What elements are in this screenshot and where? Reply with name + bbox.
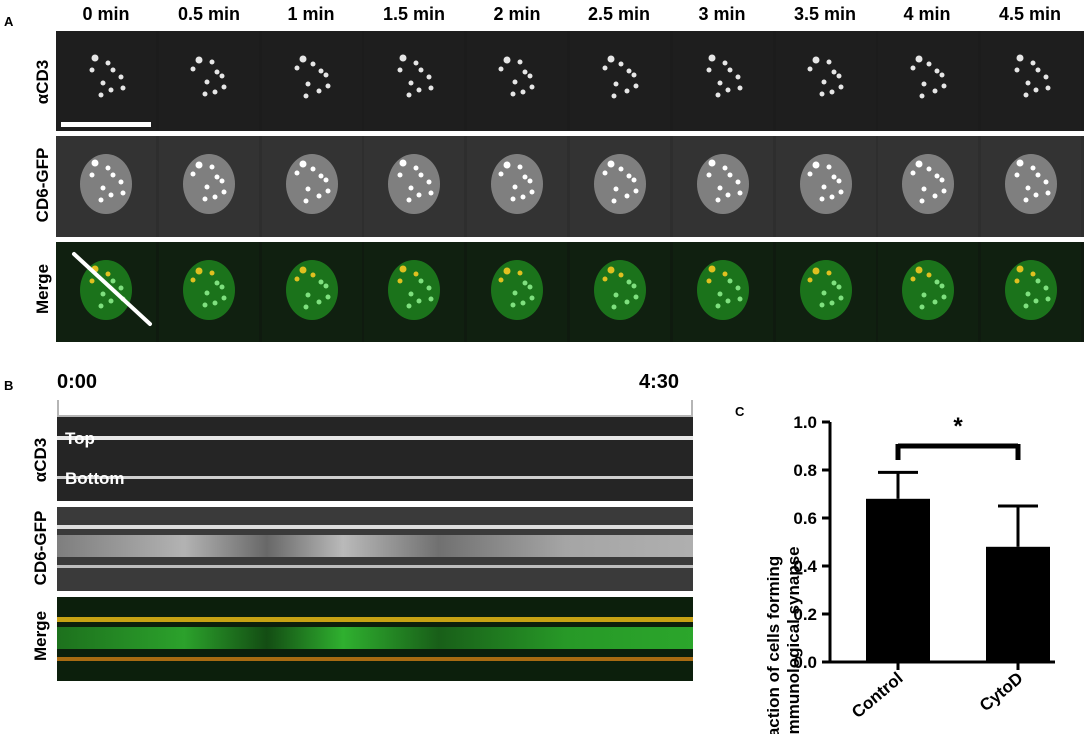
microscopy-frame (672, 31, 773, 131)
y-tick-label: 0.2 (793, 605, 817, 624)
microscopy-frame (364, 242, 465, 342)
microscopy-frame (878, 31, 979, 131)
microscopy-frame (158, 136, 259, 237)
microscopy-frame (981, 31, 1082, 131)
timepoint-label: 3 min (698, 4, 746, 24)
microscopy-frame (672, 242, 773, 342)
microscopy-frame (570, 31, 670, 131)
cd6-gfp-image-strip (56, 136, 1084, 237)
microscopy-frame (981, 242, 1082, 342)
microscopy-frame (467, 242, 568, 342)
timepoint-label: 3.5 min (793, 4, 857, 24)
significance-star: * (953, 413, 963, 440)
timepoint-label: 4 min (903, 4, 951, 24)
y-tick-label: 0.4 (793, 557, 817, 576)
microscopy-frame (570, 242, 670, 342)
scale-bar (61, 122, 151, 127)
line-scan-line (72, 252, 152, 326)
kymograph-time-axis (57, 400, 693, 417)
kymo-bottom-label: Bottom (65, 469, 125, 488)
x-tick-label-control: Control (848, 669, 907, 722)
y-tick-label: 0.6 (793, 509, 817, 528)
y-tick-label: 0.8 (793, 461, 817, 480)
y-axis-label-line2: an immunological synapse (784, 546, 803, 734)
row-label-acd3: αCD3 (33, 59, 52, 105)
microscopy-frame (261, 242, 362, 342)
microscopy-frame (261, 31, 362, 131)
kymo-top-track (57, 436, 693, 440)
y-axis-label-line1: Fraction of cells forming (764, 556, 783, 734)
microscopy-frame (775, 242, 876, 342)
microscopy-frame (672, 136, 773, 237)
merge-image-strip (56, 242, 1084, 342)
timepoint-label: 1.5 min (382, 4, 446, 24)
panel-c-letter: C (735, 404, 745, 419)
microscopy-frame (878, 242, 979, 342)
timepoint-label: 2.5 min (587, 4, 651, 24)
timepoint-label: 0 min (82, 4, 130, 24)
synapse-fraction-chart: Fraction of cells forming an immunologic… (764, 413, 1055, 734)
microscopy-frame (261, 136, 362, 237)
kymo-top-label: Top (65, 429, 95, 448)
microscopy-frame (775, 136, 876, 237)
microscopy-frame (981, 136, 1082, 237)
kymograph-end-time: 4:30 (639, 371, 680, 393)
microscopy-frame (364, 31, 465, 131)
kymograph-merge (57, 597, 693, 681)
microscopy-frame (878, 136, 979, 237)
microscopy-frame (467, 136, 568, 237)
kymograph-start-time: 0:00 (57, 371, 98, 393)
timepoint-label: 4.5 min (998, 4, 1062, 24)
kymograph-cd6-gfp (57, 507, 693, 591)
microscopy-frame (775, 31, 876, 131)
bar-cytod (986, 546, 1050, 662)
y-tick-label: 0.0 (793, 653, 817, 672)
acd3-image-strip (56, 31, 1084, 131)
x-tick-label-cytod: CytoD (976, 669, 1027, 716)
kymograph-acd3: Top Bottom (57, 417, 693, 501)
row-label-cd6-gfp: CD6-GFP (33, 147, 52, 223)
timepoint-label: 0.5 min (177, 4, 241, 24)
panel-a-letter: A (4, 14, 14, 29)
microscopy-frame (56, 136, 156, 237)
microscopy-frame (158, 31, 259, 131)
kymo-row-label-merge: Merge (31, 610, 50, 662)
microscopy-frame (56, 242, 156, 342)
kymo-bottom-track (57, 476, 693, 479)
microscopy-frame (467, 31, 568, 131)
microscopy-frame (364, 136, 465, 237)
microscopy-frame (570, 136, 670, 237)
microscopy-frame (56, 31, 156, 131)
timepoint-label: 2 min (493, 4, 541, 24)
row-label-merge: Merge (33, 263, 52, 315)
panel-b-letter: B (4, 378, 14, 393)
timepoint-label: 1 min (287, 4, 335, 24)
line-scan-marker (72, 252, 152, 326)
y-tick-label: 1.0 (793, 413, 817, 432)
bar-control (866, 498, 930, 662)
microscopy-frame (158, 242, 259, 342)
